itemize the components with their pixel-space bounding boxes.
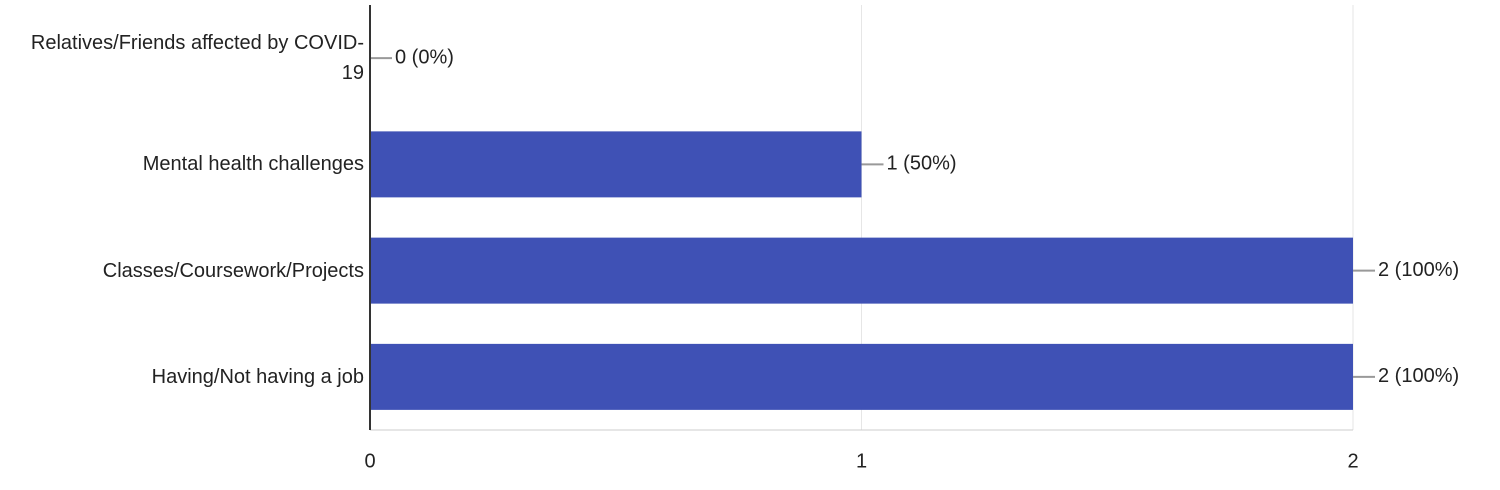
bar: [370, 237, 1353, 304]
x-tick-label: 0: [364, 450, 375, 472]
value-label: 0 (0%): [395, 46, 454, 68]
x-tick-label: 2: [1347, 450, 1358, 472]
y-tick-label: Classes/Coursework/Projects: [102, 259, 364, 282]
value-label: 2 (100%): [1378, 259, 1459, 281]
value-label: 1 (50%): [887, 153, 957, 175]
y-tick-label: Mental health challenges: [142, 153, 364, 176]
bar: [370, 343, 1353, 410]
y-tick-label: Having/Not having a job: [151, 365, 364, 388]
x-tick-label: 1: [856, 450, 867, 472]
y-tick-label: Relatives/Friends affected by COVID-19: [30, 32, 364, 85]
bar: [370, 131, 862, 198]
value-label: 2 (100%): [1378, 365, 1459, 387]
